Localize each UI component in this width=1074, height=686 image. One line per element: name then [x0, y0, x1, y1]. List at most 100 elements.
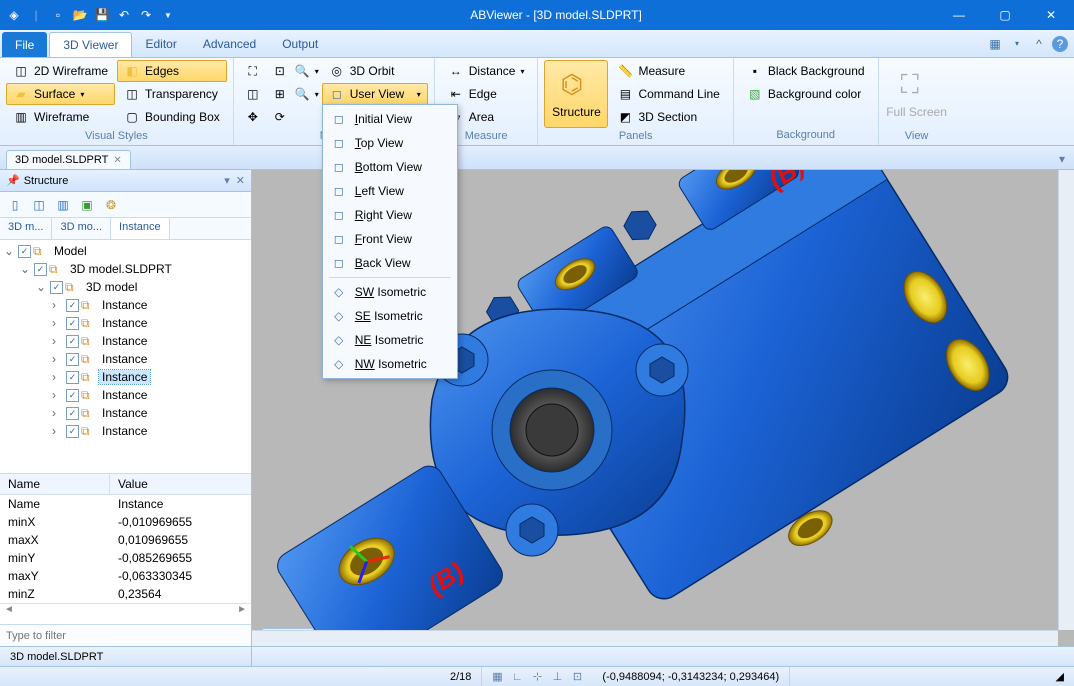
menu-tab-output[interactable]: Output — [269, 30, 331, 57]
btn-edges[interactable]: ◧Edges — [117, 60, 227, 82]
menubar-help-icon[interactable]: ? — [1052, 36, 1068, 52]
tree-twist-icon[interactable]: › — [52, 316, 64, 330]
btn-bg-color[interactable]: ▧Background color — [740, 83, 872, 105]
dropdown-item-nw-isometric[interactable]: ◇NW Isometric — [325, 352, 455, 376]
nav-icon-7[interactable]: ✥ — [240, 106, 266, 128]
menubar-grid-icon[interactable]: ▦ — [986, 35, 1004, 53]
tree-checkbox[interactable]: ✓ — [66, 317, 79, 330]
tree-row[interactable]: ›✓⧉Instance — [0, 296, 251, 314]
btn-edge[interactable]: ⇤Edge — [441, 83, 532, 105]
tree-checkbox[interactable]: ✓ — [18, 245, 31, 258]
tree-row[interactable]: ›✓⧉Instance — [0, 314, 251, 332]
tree-row[interactable]: ›✓⧉Instance — [0, 422, 251, 440]
status-corner[interactable]: ◢ — [1046, 667, 1074, 686]
panel-pin-icon[interactable]: 📌 — [6, 174, 20, 187]
menubar-collapse-icon[interactable]: ^ — [1030, 35, 1048, 53]
qat-redo-icon[interactable]: ↷ — [138, 7, 154, 23]
tree-row[interactable]: ›✓⧉Instance — [0, 332, 251, 350]
tree-checkbox[interactable]: ✓ — [66, 335, 79, 348]
tree-checkbox[interactable]: ✓ — [66, 407, 79, 420]
dropdown-item-back-view[interactable]: Back View — [325, 251, 455, 275]
nav-icon-2[interactable]: ⊡ — [267, 60, 293, 82]
tree-twist-icon[interactable]: › — [52, 370, 64, 384]
tree-row[interactable]: ⌄✓⧉3D model — [0, 278, 251, 296]
tb-icon-3[interactable]: ▥ — [54, 196, 72, 214]
btn-2d-wireframe[interactable]: ◫2D Wireframe — [6, 60, 115, 82]
menu-tab-editor[interactable]: Editor — [132, 30, 189, 57]
sicon-5[interactable]: ⊡ — [570, 670, 584, 684]
sicon-1[interactable]: ▦ — [490, 670, 504, 684]
tree-twist-icon[interactable]: › — [52, 388, 64, 402]
dropdown-item-front-view[interactable]: Front View — [325, 227, 455, 251]
filter-input[interactable] — [0, 625, 251, 646]
document-tab[interactable]: 3D model.SLDPRT ✕ — [6, 150, 131, 169]
tree-row[interactable]: ›✓⧉Instance — [0, 386, 251, 404]
tree-twist-icon[interactable]: ⌄ — [4, 244, 16, 258]
nav-icon-4[interactable]: ◫ — [240, 83, 266, 105]
dropdown-item-initial-view[interactable]: Initial View — [325, 107, 455, 131]
menu-tab-advanced[interactable]: Advanced — [190, 30, 269, 57]
tree-twist-icon[interactable]: › — [52, 334, 64, 348]
minimize-button[interactable]: — — [936, 0, 982, 30]
tree-twist-icon[interactable]: › — [52, 406, 64, 420]
tree-row[interactable]: ⌄✓⧉3D model.SLDPRT — [0, 260, 251, 278]
tree-checkbox[interactable]: ✓ — [50, 281, 63, 294]
btn-3d-orbit[interactable]: ◎3D Orbit — [322, 60, 428, 82]
tree-row[interactable]: ›✓⧉Instance — [0, 404, 251, 422]
btn-command-line[interactable]: ▤Command Line — [610, 83, 726, 105]
btn-wireframe[interactable]: ▥Wireframe — [6, 106, 115, 128]
structure-tree[interactable]: ⌄✓⧉Model⌄✓⧉3D model.SLDPRT⌄✓⧉3D model›✓⧉… — [0, 240, 251, 474]
props-scrollbar[interactable]: ◄► — [0, 603, 251, 615]
dropdown-item-right-view[interactable]: Right View — [325, 203, 455, 227]
tree-checkbox[interactable]: ✓ — [66, 299, 79, 312]
dropdown-item-se-isometric[interactable]: ◇SE Isometric — [325, 304, 455, 328]
tree-checkbox[interactable]: ✓ — [66, 425, 79, 438]
qat-new-icon[interactable]: ▫ — [50, 7, 66, 23]
nav-icon-6[interactable]: 🔍▾ — [294, 83, 320, 105]
btn-black-bg[interactable]: ▪Black Background — [740, 60, 872, 82]
nav-icon-1[interactable]: ⛶ — [240, 60, 266, 82]
tree-checkbox[interactable]: ✓ — [66, 353, 79, 366]
tree-twist-icon[interactable]: › — [52, 298, 64, 312]
tb-icon-2[interactable]: ◫ — [30, 196, 48, 214]
tree-checkbox[interactable]: ✓ — [66, 371, 79, 384]
qat-undo-icon[interactable]: ↶ — [116, 7, 132, 23]
btn-transparency[interactable]: ◫Transparency — [117, 83, 227, 105]
tree-twist-icon[interactable]: ⌄ — [36, 280, 48, 294]
qat-dropdown-icon[interactable]: ▼ — [160, 7, 176, 23]
tb-icon-4[interactable]: ▣ — [78, 196, 96, 214]
tree-twist-icon[interactable]: ⌄ — [20, 262, 32, 276]
sicon-4[interactable]: ⊥ — [550, 670, 564, 684]
close-button[interactable]: ✕ — [1028, 0, 1074, 30]
tree-checkbox[interactable]: ✓ — [66, 389, 79, 402]
tb-icon-1[interactable]: ▯ — [6, 196, 24, 214]
menu-tab-3d-viewer[interactable]: 3D Viewer — [49, 32, 132, 57]
btn-3d-section[interactable]: ◩3D Section — [610, 106, 726, 128]
viewport-scrollbar-h[interactable] — [252, 630, 1058, 646]
sicon-3[interactable]: ⊹ — [530, 670, 544, 684]
btn-measure-panel[interactable]: 📏Measure — [610, 60, 726, 82]
tabstrip-scroll-icon[interactable]: ▾ — [1056, 149, 1068, 169]
viewport-scrollbar-v[interactable] — [1058, 170, 1074, 630]
btn-distance[interactable]: ↔Distance▾ — [441, 60, 532, 82]
sicon-2[interactable]: ∟ — [510, 670, 524, 684]
structure-tab-2[interactable]: Instance — [111, 218, 170, 239]
document-tab-close-icon[interactable]: ✕ — [113, 155, 121, 166]
tree-row[interactable]: ⌄✓⧉Model — [0, 242, 251, 260]
tree-row[interactable]: ›✓⧉Instance — [0, 368, 251, 386]
qat-open-icon[interactable]: 📂 — [72, 7, 88, 23]
tree-checkbox[interactable]: ✓ — [34, 263, 47, 276]
dropdown-item-bottom-view[interactable]: Bottom View — [325, 155, 455, 179]
structure-tab-0[interactable]: 3D m... — [0, 218, 52, 239]
maximize-button[interactable]: ▢ — [982, 0, 1028, 30]
tb-icon-5[interactable]: ❂ — [102, 196, 120, 214]
panel-dropdown-icon[interactable]: ▾ — [224, 174, 230, 187]
btn-surface[interactable]: ▰Surface▾ — [6, 83, 115, 105]
dropdown-item-top-view[interactable]: Top View — [325, 131, 455, 155]
dropdown-item-left-view[interactable]: Left View — [325, 179, 455, 203]
tree-twist-icon[interactable]: › — [52, 424, 64, 438]
tree-twist-icon[interactable]: › — [52, 352, 64, 366]
nav-icon-3[interactable]: 🔍▾ — [294, 60, 320, 82]
tree-row[interactable]: ›✓⧉Instance — [0, 350, 251, 368]
dropdown-item-ne-isometric[interactable]: ◇NE Isometric — [325, 328, 455, 352]
